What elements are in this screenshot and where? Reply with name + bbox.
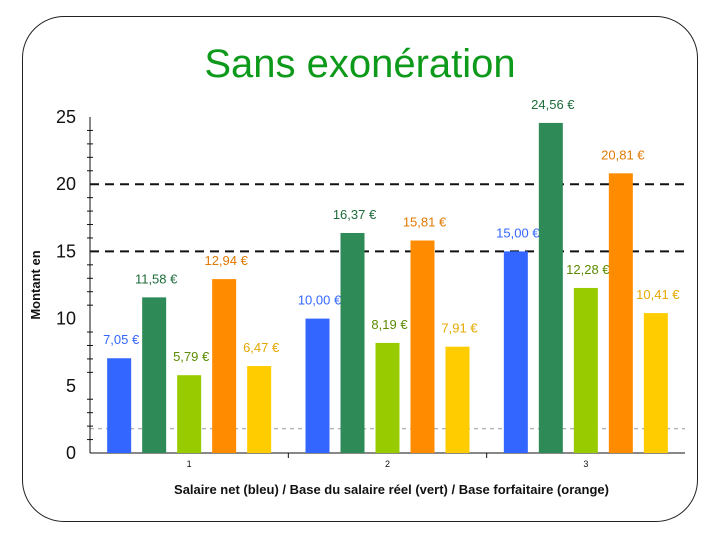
bar <box>503 251 528 453</box>
data-label: 10,41 € <box>636 287 680 302</box>
data-label: 24,56 € <box>531 97 575 112</box>
y-tick-label: 0 <box>66 443 76 463</box>
data-label: 15,81 € <box>403 215 447 230</box>
data-label: 12,94 € <box>204 253 248 268</box>
bar <box>177 375 202 453</box>
data-label: 16,37 € <box>333 207 377 222</box>
bar <box>142 297 167 453</box>
x-tick-label: 1 <box>187 459 192 469</box>
data-label: 5,79 € <box>173 349 210 364</box>
data-label: 6,47 € <box>243 340 280 355</box>
y-tick-label: 5 <box>66 376 76 396</box>
x-tick-label: 3 <box>583 459 588 469</box>
bar <box>608 173 633 453</box>
data-label: 20,81 € <box>601 147 645 162</box>
bar <box>305 318 330 453</box>
bar <box>247 366 272 453</box>
data-label: 10,00 € <box>298 293 342 308</box>
x-tick-label: 2 <box>385 459 390 469</box>
y-tick-label: 10 <box>56 309 76 329</box>
data-label: 8,19 € <box>371 317 408 332</box>
slide-title: Sans exonération <box>204 42 516 86</box>
y-axis-label: Montant en <box>28 250 43 319</box>
bar <box>573 287 598 453</box>
data-label: 7,91 € <box>441 321 478 336</box>
bar <box>410 240 435 453</box>
data-label: 11,58 € <box>135 271 178 286</box>
bar <box>643 313 668 453</box>
bar <box>375 342 400 453</box>
bar <box>212 279 237 453</box>
slide-frame <box>22 16 698 522</box>
bar <box>107 358 132 453</box>
y-tick-label: 15 <box>56 241 76 261</box>
y-tick-label: 20 <box>56 174 76 194</box>
y-tick-label: 25 <box>56 107 76 127</box>
bar <box>538 122 563 453</box>
data-label: 12,28 € <box>566 262 610 277</box>
x-axis-label: Salaire net (bleu) / Base du salaire rée… <box>174 482 609 497</box>
data-label: 15,00 € <box>496 225 540 240</box>
data-label: 7,05 € <box>103 332 140 347</box>
bar <box>445 346 470 453</box>
bar <box>340 232 365 453</box>
